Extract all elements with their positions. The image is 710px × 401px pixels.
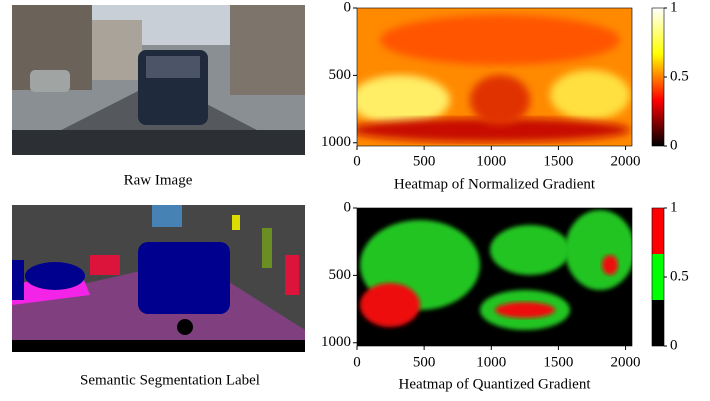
colorbar-segment xyxy=(652,300,664,346)
heatmap-image xyxy=(350,8,632,146)
x-tick-label: 500 xyxy=(413,153,436,169)
caption: Heatmap of Quantized Gradient xyxy=(398,376,591,392)
heatmap-image xyxy=(357,208,635,346)
y-tick-label: 500 xyxy=(329,67,352,83)
colorbar-tick-label: 1 xyxy=(670,199,678,215)
colorbar-tick-label: 0.5 xyxy=(670,68,689,84)
y-tick-label: 0 xyxy=(344,199,352,215)
colorbar xyxy=(652,8,664,146)
raw-image xyxy=(12,5,305,155)
x-tick-label: 1000 xyxy=(476,354,506,370)
caption: Heatmap of Normalized Gradient xyxy=(394,176,596,192)
x-tick-label: 0 xyxy=(353,354,361,370)
y-tick-label: 1000 xyxy=(321,334,351,350)
x-tick-label: 500 xyxy=(413,354,436,370)
colorbar-tick-label: 1 xyxy=(670,0,678,15)
colorbar-segment xyxy=(652,208,664,254)
colorbar-segment xyxy=(652,254,664,300)
x-tick-label: 2000 xyxy=(611,354,641,370)
y-tick-label: 500 xyxy=(329,267,352,283)
y-tick-label: 1000 xyxy=(321,134,351,150)
figure: Raw Image Semantic Segmentation Label 0 xyxy=(0,0,710,401)
x-tick-label: 0 xyxy=(353,153,361,169)
x-tick-label: 1000 xyxy=(476,153,506,169)
x-tick-label: 1500 xyxy=(543,354,573,370)
caption: Raw Image xyxy=(124,172,193,188)
x-tick-label: 1500 xyxy=(543,153,573,169)
colorbar-tick-label: 0 xyxy=(670,337,678,353)
colorbar-tick-label: 0.5 xyxy=(670,268,689,284)
caption: Semantic Segmentation Label xyxy=(80,372,260,388)
segmentation-image xyxy=(12,205,305,352)
y-tick-label: 0 xyxy=(344,0,352,15)
x-tick-label: 2000 xyxy=(611,153,641,169)
colorbar-tick-label: 0 xyxy=(670,137,678,153)
